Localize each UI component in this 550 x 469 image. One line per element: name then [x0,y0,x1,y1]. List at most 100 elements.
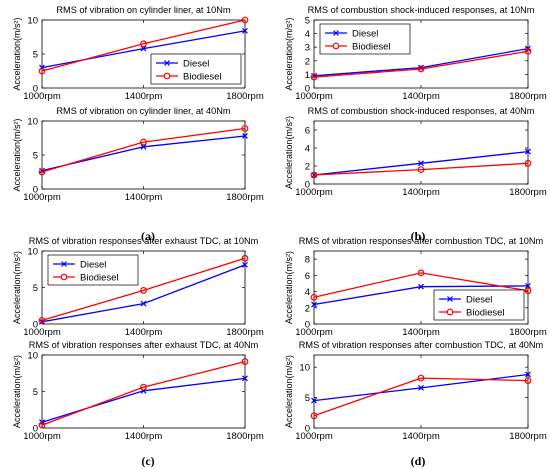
chart-1: RMS of vibration on cylinder liner, at 4… [12,106,264,203]
chart-title: RMS of vibration responses after exhaust… [29,340,259,350]
series-line-biodiesel [313,377,529,417]
series-line-diesel [41,377,246,423]
legend-label-biodiesel: Biodiesel [352,42,391,53]
y-tick-label: 0 [33,424,38,435]
panel-caption: (d) [411,454,426,468]
panel-caption: (a) [141,229,155,243]
data-point-biodiesel [417,65,425,73]
y-tick-label: 0 [305,180,310,191]
y-tick-label: 10 [299,363,310,374]
y-axis-label: Acceleration(m/s²) [284,17,294,90]
legend-marker-circle [60,273,68,281]
marker-x-stroke [525,282,531,289]
data-point-diesel [39,167,45,174]
data-point-biodiesel [524,287,532,295]
data-point-diesel [140,45,147,52]
data-point-biodiesel [310,293,318,301]
y-tick-label: 5 [33,283,38,294]
marker-x-stroke [311,72,317,79]
x-tick-label: 1000rpm [23,327,61,338]
data-point-biodiesel [524,159,532,167]
series-line-diesel [41,135,246,172]
y-tick-label: 0 [305,320,310,331]
legend-marker-x [333,30,339,36]
chart-title: RMS of vibration responses after combust… [299,340,544,350]
data-point-biodiesel [140,287,147,294]
x-tick-label: 1400rpm [402,91,440,102]
y-tick-label: 6 [305,271,310,282]
series-line-biodiesel [41,127,246,173]
y-tick-label: 6 [305,126,310,137]
data-point-biodiesel [140,138,147,146]
marker-x-stroke [242,133,248,139]
x-tick-label: 1400rpm [125,192,163,203]
axes-frame [313,120,529,185]
chart-7: RMS of vibration responses after combust… [284,340,547,442]
marker-x-stroke [311,301,317,308]
chart-title: RMS of vibration responses after exhaust… [29,236,259,246]
y-axis-label: Acceleration(m/s²) [12,251,22,324]
chart-2: RMS of combustion shock-induced response… [284,5,547,102]
y-tick-label: 0 [33,320,38,331]
data-point-biodiesel [524,377,532,384]
x-tick-label: 1000rpm [23,91,61,102]
series-line-biodiesel [313,50,529,78]
data-point-biodiesel [524,47,532,55]
data-point-diesel [140,300,147,307]
series-line-biodiesel [41,360,246,426]
axes-frame [313,354,529,429]
y-tick-label: 4 [305,29,310,40]
x-tick-label: 1400rpm [402,327,440,338]
legend-label-diesel: Diesel [183,59,209,70]
y-tick-label: 0 [305,84,310,95]
x-tick-label: 1000rpm [295,431,333,442]
data-point-biodiesel [310,171,318,179]
legend-marker-circle [446,308,454,316]
data-point-biodiesel [140,383,147,391]
x-tick-label: 1800rpm [509,431,547,442]
x-tick-label: 1400rpm [125,327,163,338]
marker-x-stroke [242,375,248,382]
data-point-biodiesel [140,40,147,48]
panel-caption: (b) [411,229,426,243]
y-tick-label: 0 [33,84,38,95]
y-tick-label: 10 [27,117,38,128]
y-axis-label: Acceleration(m/s²) [284,251,294,324]
series-line-biodiesel [41,19,246,72]
legend: Diesel Biodiesel [47,254,139,286]
series-line-biodiesel [41,257,246,322]
legend-label-biodiesel: Biodiesel [466,308,505,319]
y-axis-label: Acceleration(m/s²) [284,116,294,189]
data-point-diesel [242,27,248,34]
data-point-diesel [418,283,424,290]
data-point-diesel [242,133,248,139]
data-point-diesel [242,261,248,268]
chart-0: RMS of vibration on cylinder liner, at 1… [12,5,264,102]
legend-label-diesel: Diesel [466,295,492,306]
data-point-biodiesel [310,73,318,81]
y-tick-label: 8 [305,255,310,266]
chart-4: RMS of vibration responses after exhaust… [12,236,264,338]
y-tick-label: 10 [27,16,38,27]
y-axis-label: Acceleration(m/s²) [12,355,22,428]
legend-label-diesel: Diesel [80,260,106,271]
y-tick-label: 5 [305,16,310,27]
y-tick-label: 10 [27,351,38,362]
y-tick-label: 2 [305,303,310,314]
x-tick-label: 1000rpm [295,327,333,338]
x-tick-label: 1800rpm [226,431,264,442]
data-point-biodiesel [38,67,46,75]
marker-x-stroke [140,45,147,52]
chart-title: RMS of vibration on cylinder liner, at 1… [56,5,230,15]
x-tick-label: 1400rpm [402,187,440,198]
data-point-diesel [311,301,317,308]
y-tick-label: 4 [305,144,310,155]
legend: Diesel Biodiesel [319,23,411,55]
marker-x-stroke [418,384,424,391]
marker-x-stroke [311,397,317,404]
y-tick-label: 4 [305,287,310,298]
data-point-biodiesel [38,316,46,324]
chart-title: RMS of combustion shock-induced response… [308,106,535,116]
data-point-diesel [140,143,147,150]
